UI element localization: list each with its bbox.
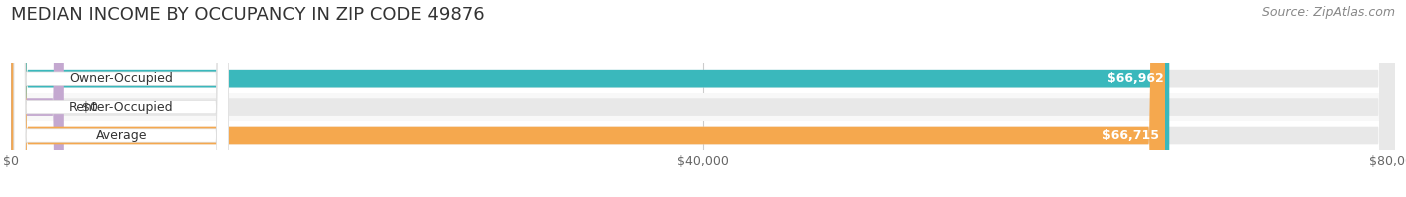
FancyBboxPatch shape [11, 0, 1166, 197]
Bar [11, 93, 1395, 121]
FancyBboxPatch shape [11, 0, 1395, 197]
FancyBboxPatch shape [11, 0, 63, 197]
Text: $66,715: $66,715 [1102, 129, 1160, 142]
FancyBboxPatch shape [14, 0, 228, 197]
Text: $0: $0 [82, 101, 98, 114]
Text: Renter-Occupied: Renter-Occupied [69, 101, 173, 114]
Text: Average: Average [96, 129, 148, 142]
FancyBboxPatch shape [14, 0, 228, 197]
FancyBboxPatch shape [11, 0, 1395, 197]
Text: Owner-Occupied: Owner-Occupied [69, 72, 173, 85]
FancyBboxPatch shape [14, 0, 228, 197]
Text: Source: ZipAtlas.com: Source: ZipAtlas.com [1261, 6, 1395, 19]
Text: MEDIAN INCOME BY OCCUPANCY IN ZIP CODE 49876: MEDIAN INCOME BY OCCUPANCY IN ZIP CODE 4… [11, 6, 485, 24]
FancyBboxPatch shape [11, 0, 1170, 197]
FancyBboxPatch shape [11, 0, 1395, 197]
Text: $66,962: $66,962 [1107, 72, 1164, 85]
